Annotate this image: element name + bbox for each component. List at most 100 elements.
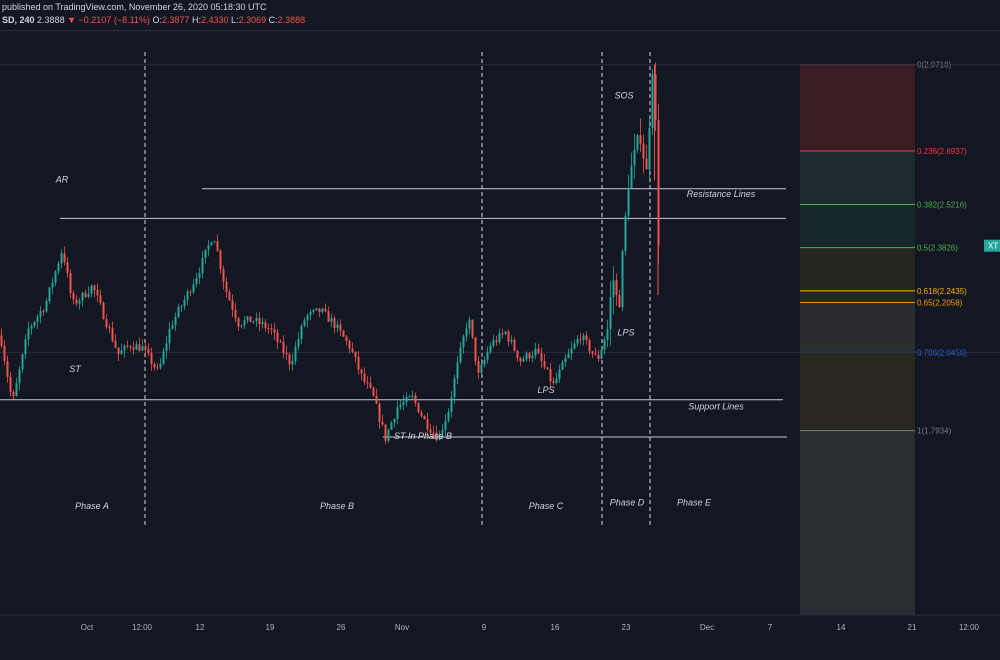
candle-body — [66, 262, 69, 274]
candle-body — [261, 322, 264, 325]
candle-body — [324, 308, 327, 312]
candle-body — [288, 354, 291, 365]
candle-body — [195, 277, 198, 285]
chart-annotation: Resistance Lines — [687, 189, 756, 199]
candle-body — [291, 360, 294, 365]
candle-body — [99, 295, 102, 303]
candle-body — [645, 158, 648, 170]
candle-body — [267, 328, 270, 330]
x-tick-label: 9 — [482, 623, 487, 632]
candle-body — [198, 273, 201, 278]
candle-body — [81, 292, 84, 301]
candle-body — [642, 143, 645, 159]
candle-body — [441, 429, 444, 434]
candle-body — [93, 285, 96, 291]
candle-body — [156, 367, 159, 369]
candle-body — [630, 165, 633, 188]
candle-body — [45, 300, 48, 312]
chart-header: published on TradingView.com, November 2… — [0, 0, 1000, 30]
candle-body — [489, 345, 492, 353]
candle-body — [552, 381, 555, 384]
candle-body — [561, 362, 564, 370]
candle-body — [297, 339, 300, 347]
fib-level-label: 0.618(2.2435) — [917, 287, 967, 296]
chart-annotation: LPS — [537, 385, 554, 395]
candle-body — [162, 351, 165, 364]
candle-body — [546, 367, 549, 370]
candle-body — [129, 346, 132, 348]
phase-dividers[interactable] — [144, 52, 651, 526]
candle-body — [102, 302, 105, 320]
candle-body — [480, 364, 483, 373]
candle-body — [210, 242, 213, 246]
candle-body — [321, 308, 324, 312]
candle-body — [237, 318, 240, 327]
candle-body — [255, 318, 258, 322]
candle-body — [444, 420, 447, 430]
candle-body — [252, 321, 255, 323]
candle-body — [354, 351, 357, 358]
chart-annotation: Phase A — [75, 501, 109, 511]
candle-body — [375, 395, 378, 404]
candle-body — [567, 353, 570, 359]
candle-body — [603, 339, 606, 350]
candle-body — [6, 360, 9, 377]
candle-body — [573, 343, 576, 349]
candle-body — [357, 357, 360, 370]
x-tick-label: 12:00 — [959, 623, 980, 632]
candle-body — [378, 403, 381, 422]
fib-level-label: 0.236(2.6937) — [917, 147, 967, 156]
candle-body — [258, 318, 261, 325]
candle-body — [477, 360, 480, 373]
candle-body — [555, 378, 558, 384]
candle-body — [48, 287, 51, 301]
x-tick-label: 16 — [551, 623, 560, 632]
candle-body — [225, 281, 228, 293]
candle-body — [618, 294, 621, 308]
candle-body — [249, 316, 252, 323]
candle-body — [192, 284, 195, 293]
fibonacci-retracement[interactable]: 0(2.9718)0.236(2.6937)0.382(2.5216)0.5(2… — [0, 61, 1000, 615]
candle-body — [108, 327, 111, 329]
candle-body — [390, 422, 393, 430]
candle-body — [450, 397, 453, 412]
candle-body — [648, 127, 651, 170]
candle-body — [348, 340, 351, 349]
candle-body — [495, 340, 498, 343]
candle-body — [159, 363, 162, 368]
candle-body — [207, 245, 210, 250]
down-arrow-icon: ▼ — [67, 15, 77, 25]
support-resistance-lines[interactable] — [0, 188, 787, 438]
last-price-badge — [984, 239, 1000, 252]
candle-body — [447, 411, 450, 421]
candle-body — [525, 353, 528, 360]
candle-body — [135, 344, 138, 350]
chart-annotation: ST In Phase B — [394, 431, 452, 441]
fib-zone — [800, 150, 915, 205]
x-tick-label: 12 — [196, 623, 205, 632]
candle-body — [270, 328, 273, 330]
candle-body — [309, 311, 312, 316]
time-axis: Oct 12:00 12 19 26 Nov 9 16 23 Dec 7 14 21 12:00 — [0, 614, 1000, 632]
candle-body — [231, 300, 234, 310]
candle-body — [588, 340, 591, 352]
candle-body — [510, 340, 513, 342]
candle-body — [318, 308, 321, 312]
candle-body — [213, 241, 216, 243]
x-tick-label: 19 — [266, 623, 275, 632]
candle-body — [216, 241, 219, 251]
candle-body — [513, 340, 516, 351]
candle-body — [345, 336, 348, 341]
candle-body — [153, 364, 156, 368]
candle-body — [54, 271, 57, 283]
candle-body — [411, 395, 414, 397]
candle-body — [423, 416, 426, 420]
candle-body — [333, 318, 336, 328]
candle-body — [597, 354, 600, 359]
candle-body — [72, 293, 75, 300]
candle-body — [633, 149, 636, 166]
candle-body — [381, 421, 384, 425]
candle-body — [591, 351, 594, 354]
fib-level-label: 0.5(2.3826) — [917, 244, 958, 253]
